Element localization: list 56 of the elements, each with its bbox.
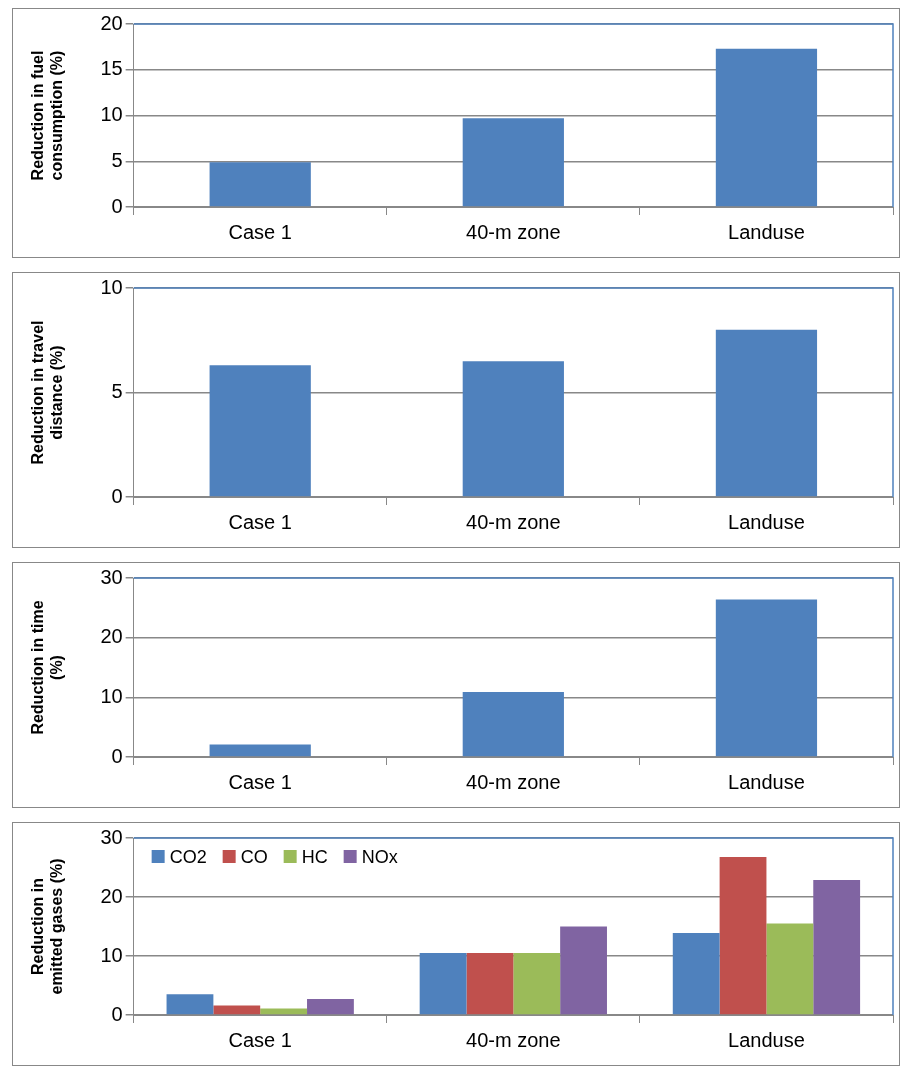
bar — [307, 999, 354, 1015]
y-tick-label: 20 — [100, 625, 123, 648]
bar — [462, 691, 564, 757]
bar — [560, 926, 607, 1015]
y-tick-label: 5 — [111, 148, 123, 171]
y-axis-title: Reduction in travel distance (%) — [29, 320, 66, 465]
legend-label: HC — [301, 846, 328, 867]
bar — [513, 953, 561, 1015]
y-tick-label: 0 — [111, 194, 123, 217]
x-tick-label: 40-m zone — [466, 770, 561, 793]
bar — [715, 599, 818, 757]
x-tick-label: 40-m zone — [466, 1028, 561, 1051]
x-tick-label: Case 1 — [228, 220, 292, 243]
bar — [419, 953, 467, 1015]
x-tick-label: Landuse — [728, 1028, 805, 1051]
y-tick-label: 10 — [100, 103, 123, 126]
bar — [715, 48, 818, 207]
x-tick-label: 40-m zone — [466, 220, 561, 243]
y-tick-label: 10 — [100, 943, 123, 966]
x-tick-label: Case 1 — [228, 1028, 292, 1051]
y-tick-label: 30 — [100, 825, 123, 848]
y-tick-label: 0 — [111, 1002, 123, 1025]
bar — [672, 932, 720, 1015]
bar — [166, 994, 214, 1015]
legend-label: NOx — [361, 846, 398, 867]
y-axis-title: Reduction in fuel consumption (%) — [29, 50, 66, 181]
bar — [209, 162, 311, 207]
y-tick-label: 0 — [111, 744, 123, 767]
bar — [209, 744, 311, 757]
bar — [715, 329, 818, 497]
bar — [213, 1005, 261, 1015]
y-tick-label: 30 — [100, 565, 123, 588]
y-tick-label: 10 — [100, 684, 123, 707]
legend-label: CO — [240, 846, 268, 867]
bar — [766, 923, 814, 1015]
y-tick-label: 10 — [100, 275, 123, 298]
x-tick-label: Landuse — [728, 510, 805, 533]
y-tick-label: 5 — [111, 380, 123, 403]
x-tick-label: Case 1 — [228, 510, 292, 533]
y-tick-label: 0 — [111, 484, 123, 507]
x-tick-label: Landuse — [728, 220, 805, 243]
x-tick-label: Case 1 — [228, 770, 292, 793]
y-axis-title: Reduction in time (%) — [29, 600, 66, 735]
bar — [719, 856, 767, 1015]
y-axis-title: Reduction in emitted gases (%) — [29, 858, 66, 995]
y-tick-label: 20 — [100, 11, 123, 34]
x-tick-label: Landuse — [728, 770, 805, 793]
bar — [462, 361, 564, 497]
legend-label: CO2 — [169, 846, 207, 867]
bar — [209, 365, 311, 497]
x-tick-label: 40-m zone — [466, 510, 561, 533]
y-tick-label: 15 — [100, 57, 123, 80]
bar — [466, 953, 514, 1015]
bar — [813, 879, 861, 1015]
y-tick-label: 20 — [100, 884, 123, 907]
bar — [462, 118, 564, 207]
